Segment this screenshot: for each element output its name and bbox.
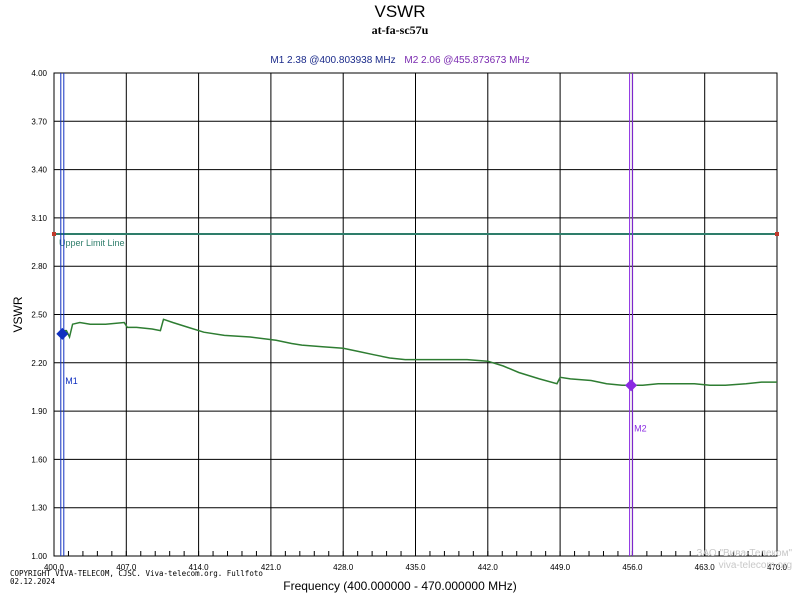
marker-m1-label: M1 — [65, 376, 78, 386]
vswr-series-line — [59, 318, 777, 387]
y-tick-label: 2.80 — [31, 262, 47, 271]
x-tick-label: 463.0 — [695, 563, 716, 572]
x-tick-label: 428.0 — [333, 563, 354, 572]
limit-line-end-left — [52, 232, 56, 236]
y-tick-label: 1.60 — [31, 455, 47, 464]
y-tick-label: 2.20 — [31, 359, 47, 368]
y-tick-label: 2.50 — [31, 311, 47, 320]
watermark: ЗАО "Вива-Телеком" viva-telecom.org — [696, 548, 792, 572]
copyright-note: COPYRIGHT VIVA-TELECOM, CJSC. Viva-telec… — [10, 569, 263, 586]
y-tick-label: 1.00 — [31, 552, 47, 561]
chart-title: VSWR — [374, 2, 426, 21]
upper-limit-label: Upper Limit Line — [59, 238, 125, 248]
x-tick-label: 421.0 — [261, 563, 282, 572]
limit-line-end-right — [775, 232, 779, 236]
x-tick-label: 435.0 — [405, 563, 426, 572]
marker-readout: M1 2.38 @400.803938 MHz M2 2.06 @455.873… — [0, 55, 800, 66]
y-tick-label: 1.90 — [31, 407, 47, 416]
marker-m2-diamond — [625, 379, 638, 392]
x-tick-label: 407.0 — [116, 563, 137, 572]
chart-subtitle: at-fa-sc57u — [371, 23, 429, 37]
y-tick-label: 3.40 — [31, 166, 47, 175]
x-tick-label: 456.0 — [622, 563, 643, 572]
y-tick-label: 1.30 — [31, 504, 47, 513]
x-tick-label: 442.0 — [478, 563, 499, 572]
y-tick-label: 3.70 — [31, 117, 47, 126]
marker-m2-label: M2 — [634, 423, 647, 433]
x-axis-label: Frequency (400.000000 - 470.000000 MHz) — [283, 579, 517, 593]
x-tick-label: 400.0 — [44, 563, 65, 572]
y-tick-label: 4.00 — [31, 69, 47, 78]
x-tick-label: 414.0 — [189, 563, 210, 572]
x-tick-label: 470.0 — [767, 563, 788, 572]
x-tick-label: 449.0 — [550, 563, 571, 572]
marker-m2-readout: M2 2.06 @455.873673 MHz — [404, 55, 530, 66]
marker-m1-readout: M1 2.38 @400.803938 MHz — [270, 55, 396, 66]
y-tick-label: 3.10 — [31, 214, 47, 223]
watermark-site: viva-telecom.org — [718, 560, 792, 571]
watermark-company: ЗАО "Вива-Телеком" — [696, 548, 792, 559]
y-axis-label: VSWR — [11, 296, 25, 332]
marker-m1-diamond — [56, 327, 69, 340]
